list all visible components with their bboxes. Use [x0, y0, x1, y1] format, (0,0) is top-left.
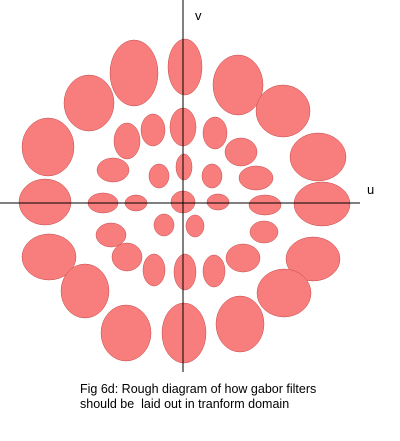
gabor-filter-ellipse — [256, 268, 312, 318]
gabor-filter-group — [18, 38, 351, 364]
gabor-filter-ellipse — [148, 163, 170, 189]
gabor-filter-ellipse — [63, 74, 115, 132]
v-axis-label: v — [195, 8, 202, 23]
gabor-filter-ellipse — [248, 194, 282, 216]
gabor-filter-ellipse — [21, 233, 77, 281]
gabor-filter-ellipse — [96, 157, 130, 183]
figure-caption: Fig 6d: Rough diagram of how gabor filte… — [80, 382, 390, 412]
gabor-filter-ellipse — [21, 117, 75, 177]
caption-line-1: Fig 6d: Rough diagram of how gabor filte… — [80, 382, 317, 396]
gabor-filter-ellipse — [206, 193, 230, 211]
gabor-filter-ellipse — [173, 253, 197, 291]
gabor-filter-ellipse — [113, 122, 141, 160]
gabor-filter-ellipse — [100, 304, 152, 362]
gabor-filter-ellipse — [60, 263, 110, 319]
gabor-filter-ellipse — [238, 165, 274, 191]
gabor-filter-ellipse — [185, 214, 205, 238]
gabor-filter-ellipse — [153, 213, 175, 237]
gabor-filter-ellipse — [95, 222, 127, 248]
gabor-filter-ellipse — [255, 84, 311, 138]
gabor-filter-ellipse — [175, 153, 193, 181]
gabor-filter-ellipse — [18, 178, 72, 226]
gabor-filter-ellipse — [202, 116, 228, 150]
gabor-filter-ellipse — [109, 39, 159, 107]
gabor-filter-ellipse — [293, 181, 351, 227]
gabor-filter-ellipse — [111, 242, 143, 272]
gabor-filter-ellipse — [249, 220, 279, 244]
gabor-filter-ellipse — [289, 132, 347, 182]
gabor-filter-ellipse — [224, 137, 258, 167]
gabor-filter-ellipse — [285, 236, 341, 282]
gabor-filter-ellipse — [142, 253, 166, 287]
gabor-filter-ellipse — [225, 243, 261, 273]
gabor-filter-ellipse — [215, 295, 265, 353]
gabor-filter-ellipse — [201, 163, 223, 189]
gabor-filter-ellipse — [167, 38, 203, 96]
u-axis-label: u — [367, 182, 374, 197]
caption-line-2: should be laid out in tranform domain — [80, 397, 290, 411]
gabor-filter-ellipse — [140, 113, 166, 147]
gabor-filter-ellipse — [212, 54, 264, 116]
gabor-filter-ellipse — [161, 302, 207, 364]
gabor-filter-ellipse — [202, 254, 226, 288]
